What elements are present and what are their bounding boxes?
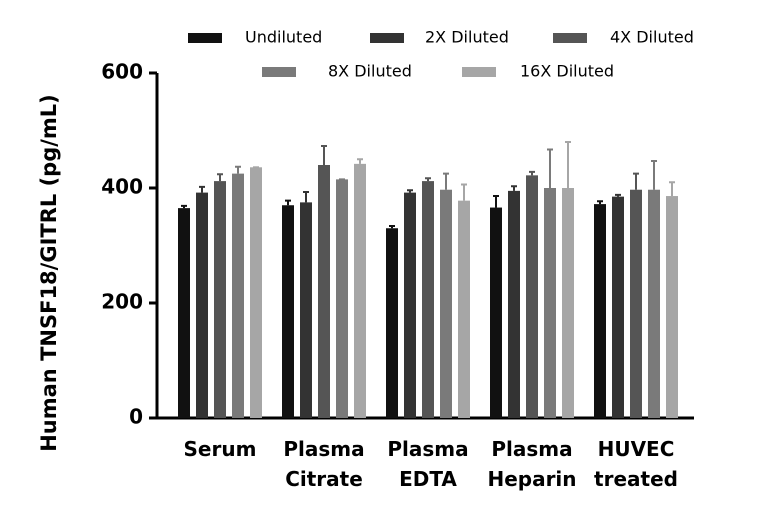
bar bbox=[232, 173, 244, 418]
legend-swatch bbox=[370, 33, 404, 43]
y-tick-label: 600 bbox=[101, 60, 143, 84]
error-bar bbox=[357, 158, 363, 164]
x-tick-label: HUVEC treated bbox=[594, 437, 678, 491]
bar bbox=[630, 189, 642, 418]
bar bbox=[612, 196, 624, 418]
bar bbox=[336, 179, 348, 418]
bar bbox=[594, 204, 606, 418]
x-tick-label: Plasma EDTA bbox=[387, 437, 469, 491]
error-bar bbox=[651, 159, 657, 190]
error-bar bbox=[321, 145, 327, 165]
bar bbox=[196, 192, 208, 418]
bar bbox=[318, 165, 330, 418]
bar bbox=[282, 205, 294, 418]
legend-swatch bbox=[462, 67, 496, 77]
bar bbox=[508, 190, 520, 418]
y-tick-label: 0 bbox=[129, 405, 143, 429]
y-axis-label: Human TNSF18/GITRL (pg/mL) bbox=[37, 94, 61, 452]
bar bbox=[178, 208, 190, 418]
x-tick-label: Plasma Heparin bbox=[487, 437, 577, 491]
error-bar bbox=[425, 177, 431, 182]
error-bar bbox=[597, 200, 603, 205]
bar bbox=[354, 163, 366, 418]
bar bbox=[490, 207, 502, 418]
error-bar bbox=[615, 193, 621, 197]
error-bar bbox=[235, 165, 241, 174]
error-bar bbox=[529, 170, 535, 176]
y-tick-label: 200 bbox=[101, 290, 143, 314]
legend-swatch bbox=[188, 33, 222, 43]
error-bar bbox=[633, 172, 639, 190]
bar bbox=[386, 228, 398, 418]
x-tick-label: Plasma Citrate bbox=[283, 437, 365, 491]
error-bar bbox=[389, 224, 395, 229]
error-bar bbox=[669, 181, 675, 197]
legend-swatch bbox=[262, 67, 296, 77]
legend-label: 2X Diluted bbox=[425, 28, 509, 47]
error-bar bbox=[303, 191, 309, 203]
bar bbox=[666, 196, 678, 418]
error-bar bbox=[407, 189, 413, 193]
bar bbox=[214, 181, 226, 418]
error-bar bbox=[285, 199, 291, 206]
error-bar bbox=[547, 148, 553, 188]
x-tick-label: Serum bbox=[183, 437, 257, 461]
bar bbox=[440, 189, 452, 418]
bar bbox=[648, 189, 660, 418]
bar bbox=[526, 175, 538, 418]
legend-label: 8X Diluted bbox=[328, 62, 412, 81]
error-bar bbox=[217, 173, 223, 182]
bar bbox=[250, 167, 262, 418]
legend-label: Undiluted bbox=[245, 28, 322, 47]
error-bar bbox=[461, 183, 467, 201]
error-bar bbox=[181, 204, 187, 209]
error-bar bbox=[493, 195, 499, 208]
y-tick-label: 400 bbox=[101, 175, 143, 199]
bar bbox=[422, 181, 434, 418]
bar bbox=[562, 188, 574, 418]
error-bar bbox=[199, 185, 205, 193]
bar bbox=[458, 200, 470, 418]
legend-label: 16X Diluted bbox=[520, 62, 614, 81]
legend-label: 4X Diluted bbox=[610, 28, 694, 47]
bar bbox=[300, 202, 312, 418]
error-bar bbox=[565, 141, 571, 188]
error-bar bbox=[511, 185, 517, 191]
legend-swatch bbox=[553, 33, 587, 43]
bar bbox=[544, 188, 556, 418]
bar bbox=[404, 192, 416, 418]
error-bar bbox=[443, 172, 449, 190]
